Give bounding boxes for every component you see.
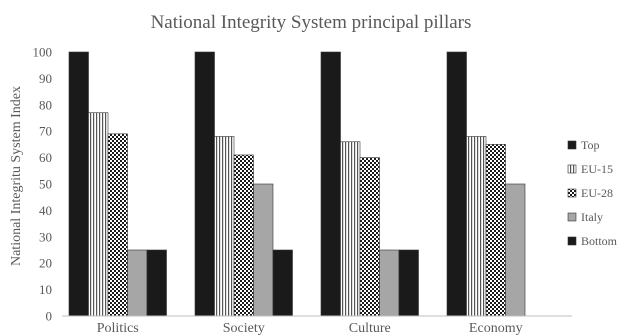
legend-label: EU-28 (581, 186, 613, 200)
bar-eu-15-culture (340, 141, 361, 317)
y-tick-label: 90 (39, 71, 52, 86)
y-tick-label: 30 (39, 229, 52, 244)
y-tick-label: 70 (39, 124, 52, 139)
bar-bottom-culture (398, 249, 419, 317)
bar-italy-culture (379, 249, 400, 317)
legend-label: Top (581, 138, 600, 152)
x-category-label: Culture (349, 321, 391, 336)
y-tick-label: 10 (39, 282, 52, 297)
chart-title: National Integrity System principal pill… (151, 12, 472, 33)
bar-eu-28-society (233, 154, 254, 317)
y-tick-label: 40 (39, 203, 52, 218)
y-tick-label: 80 (39, 97, 52, 112)
x-axis-labels: Politics Society Culture Economy (97, 321, 523, 336)
x-category-label: Politics (97, 321, 139, 336)
bar-italy-society (253, 183, 274, 317)
y-tick-label: 50 (39, 177, 52, 192)
y-axis-ticks: 0 10 20 30 40 50 60 70 80 90 100 (33, 45, 53, 324)
bar-top-society (194, 51, 215, 317)
y-tick-label: 0 (46, 309, 53, 324)
bar-eu-15-politics (88, 112, 109, 317)
y-tick-label: 20 (39, 256, 52, 271)
bar-top-economy (446, 51, 467, 317)
legend-label: EU-15 (581, 162, 613, 176)
y-axis-label: National Integritu System Index (9, 86, 24, 266)
legend-swatch (567, 188, 577, 198)
y-axis-label-group: National Integritu System Index (9, 86, 24, 266)
bar-italy-politics (127, 249, 148, 317)
legend-swatch (567, 164, 577, 174)
legend-swatch (567, 140, 577, 150)
legend-label: Italy (581, 210, 603, 224)
legend-label: Bottom (581, 234, 618, 248)
bar-bottom-politics (146, 249, 167, 317)
legend-swatch (567, 212, 577, 222)
bar-eu-15-economy (466, 136, 487, 317)
bar-eu-28-culture (359, 157, 380, 317)
legend: Top EU-15 EU-28 Italy Bottom (567, 138, 618, 248)
bar-top-politics (68, 51, 89, 317)
bar-bottom-society (272, 249, 293, 317)
bar-top-culture (320, 51, 341, 317)
bar-eu-28-economy (485, 144, 506, 317)
y-tick-label: 60 (39, 150, 52, 165)
y-tick-label: 100 (33, 45, 53, 60)
bars-layer (68, 51, 526, 317)
x-category-label: Economy (469, 321, 523, 336)
legend-swatch (567, 236, 577, 246)
bar-italy-economy (505, 183, 526, 317)
bar-eu-15-society (214, 136, 235, 317)
x-category-label: Society (223, 321, 265, 336)
bar-eu-28-politics (107, 133, 128, 317)
